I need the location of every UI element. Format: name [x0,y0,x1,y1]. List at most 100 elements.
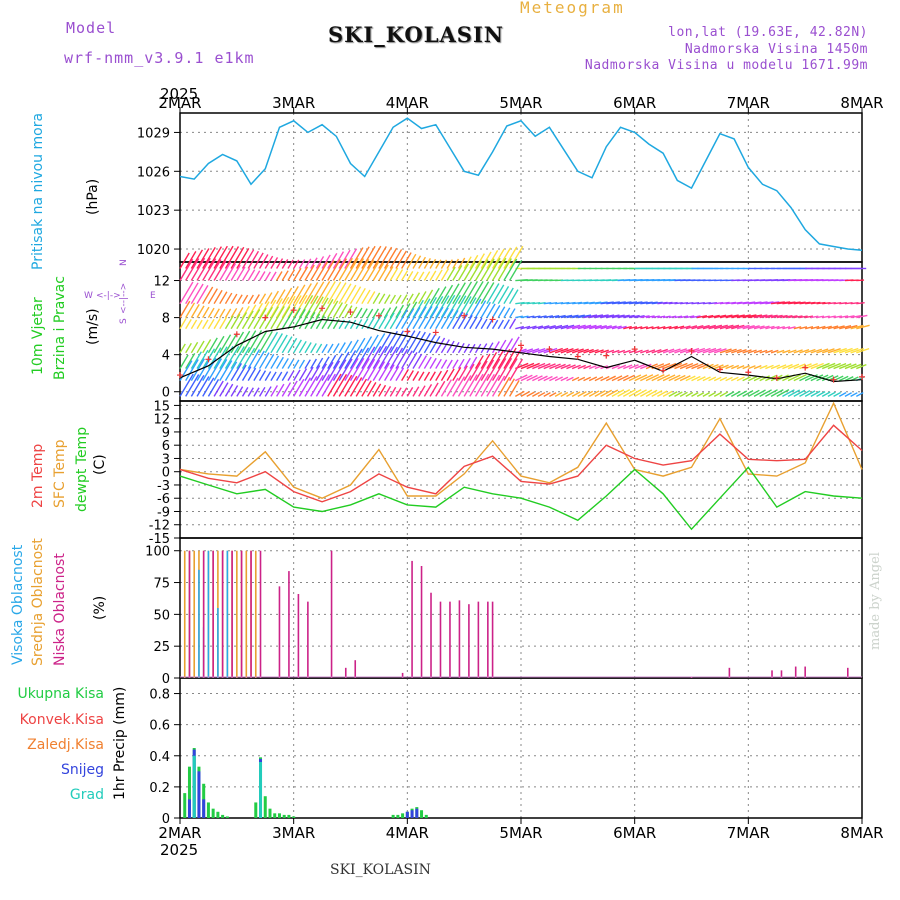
wind-arrow [418,306,433,330]
wind-arrow [736,365,745,370]
wind-arrow [589,324,602,330]
wind-arrow [526,391,535,397]
wind-arrow [589,314,604,319]
wind-arrow [207,337,218,354]
wind-arrow [276,371,283,381]
wind-arrow [606,301,620,305]
wind-arrow [617,364,627,370]
wind-arrow [833,347,847,354]
wind-arrow [685,325,698,330]
wind-arrow [503,319,510,330]
wind-arrow [628,326,638,330]
wind-arrow [293,259,300,269]
wind-arrow [850,314,862,319]
wind-arrow [651,301,663,305]
wind-arrow [469,373,484,397]
wind-arrow [560,376,569,382]
wind-arrow [418,355,428,369]
wind-arrow [383,312,395,330]
wind-arrow [497,348,511,369]
wind-arrow [804,326,814,330]
wind-arrow [645,389,658,397]
wind-arrow [572,314,585,319]
dewpt-label: dewpt Temp [74,427,90,512]
wind-arrow [776,349,785,354]
wind-arrow [474,317,483,330]
wind-arrow [844,376,854,382]
wind-arrow [219,334,232,354]
day-label-top: 8MAR [840,94,883,112]
wind-arrow [526,301,535,305]
wind-arrow [731,364,740,370]
wind-arrow [691,363,704,370]
wind-arrow [594,376,604,382]
snow-bar [187,799,191,818]
wind-arrow [520,362,535,370]
wind-arrow [241,294,249,305]
wind-arrow [674,362,688,370]
wind-arrow [765,325,775,330]
wind-arrow [423,356,432,369]
wind-arrow [304,282,319,305]
wind-arrow [423,334,436,354]
wind-arrow [549,347,563,354]
wind-arrow [606,325,617,330]
wind-arrow [315,261,329,281]
wind-arrow [657,326,666,330]
wind-arrow [310,365,321,381]
wind-arrow [196,340,205,354]
ytick-label-temp: -3 [157,479,170,494]
wind-arrow [423,271,431,281]
wind-arrow [486,342,494,354]
wind-arrow [566,376,574,382]
wind-arrow [196,349,209,369]
wind-arrow [366,381,377,397]
wind-arrow [338,351,350,369]
wind-arrow [572,301,583,305]
wind-arrow [753,325,765,330]
wind-arrow [532,362,546,370]
day-label-bottom: 6MAR [613,824,656,842]
wind-arrow [742,365,750,370]
wind-arrow [457,257,466,269]
wind-arrow [702,347,717,354]
wind-arrow [287,259,294,269]
wind-arrow [423,258,431,269]
wind-arrow [253,307,267,330]
wind-gust-marker [375,312,382,319]
wind-arrow [179,354,189,369]
wind-arrow [509,308,516,318]
low-cloud-label: Niska Oblacnost [52,553,68,666]
wind-arrow [600,314,615,319]
wind-arrow [827,302,836,305]
wind-arrow [207,288,218,305]
wind-arrow [361,358,376,381]
wind-arrow [202,247,216,269]
wind-arrow [532,375,543,382]
wind-arrow [258,271,266,281]
wind-arrow [566,364,576,370]
wind-arrow [202,319,209,330]
wind-arrow [383,330,398,354]
wind-arrow [736,349,747,354]
wind-arrow [281,259,289,269]
wind-arrow [691,347,706,354]
wind-arrow [361,260,375,281]
wind-arrow [372,345,388,369]
wind-arrow [463,314,473,330]
wind-arrow [332,302,344,318]
wind-arrow [304,258,312,269]
wind-arrow [799,349,810,354]
wind-arrow [440,379,452,397]
day-label-bottom: 7MAR [727,824,770,842]
wind-arrow [730,376,739,382]
wind-arrow [315,374,330,397]
ytick-label-cloud: 75 [153,577,170,592]
wind-arrow [378,362,390,381]
wind-arrow [713,364,724,370]
wind-arrow [765,389,778,397]
wind-arrow [577,364,586,370]
wind-arrow [270,371,277,381]
day-label-top: 4MAR [386,94,429,112]
wind-arrow [634,374,648,382]
